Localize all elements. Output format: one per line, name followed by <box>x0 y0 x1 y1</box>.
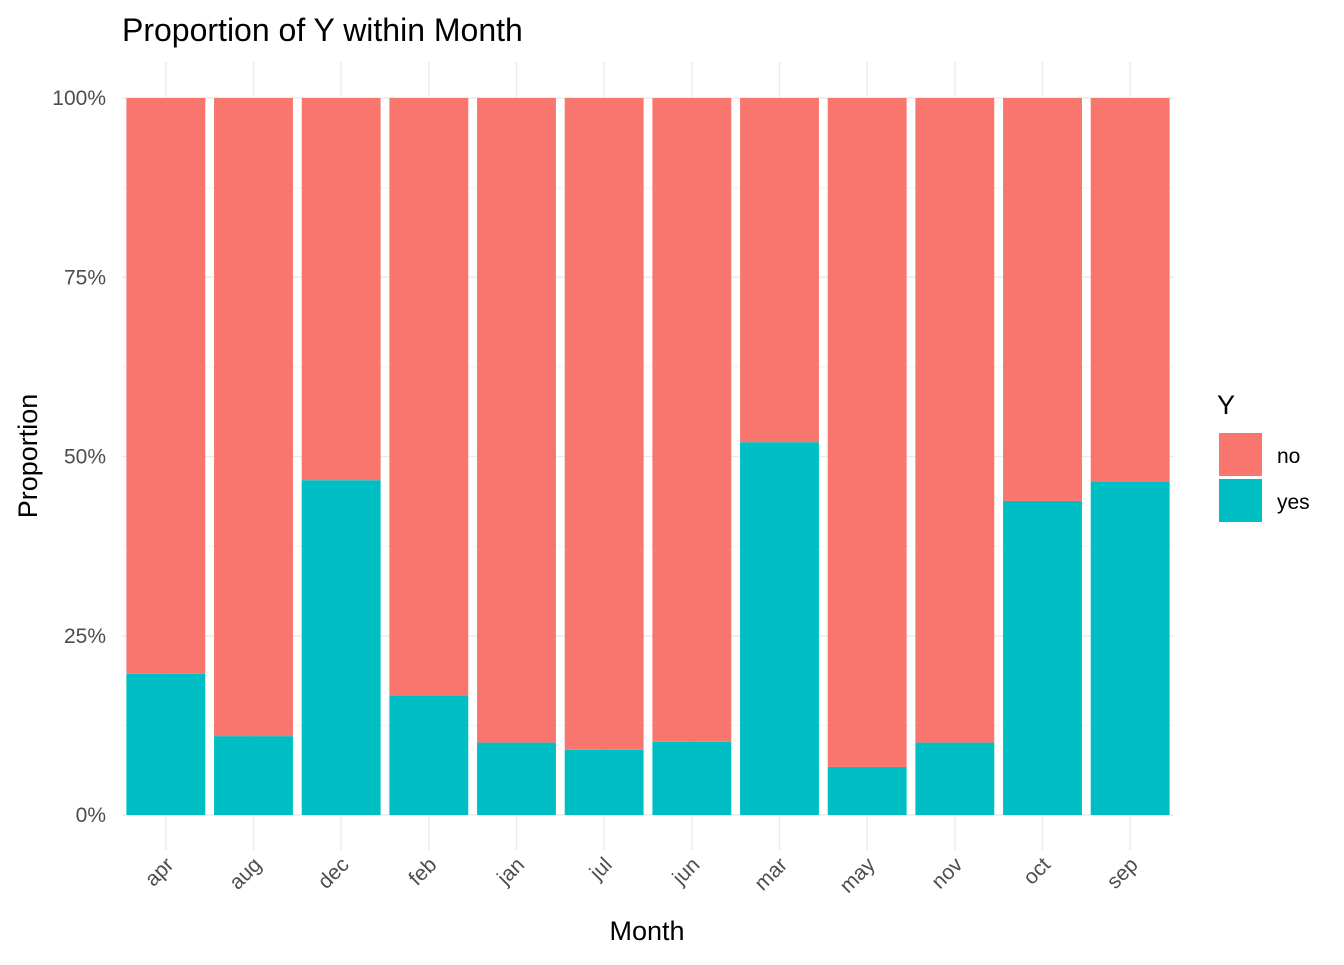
bar-yes-jul <box>564 749 644 815</box>
bar-no-jun <box>652 98 732 742</box>
legend-swatch-yes <box>1219 479 1262 522</box>
bar-no-nov <box>915 98 995 743</box>
x-tick-label: sep <box>1102 853 1142 893</box>
bar-yes-aug <box>214 736 293 815</box>
x-tick-label: jun <box>668 853 705 890</box>
legend-label-no: no <box>1277 445 1300 468</box>
x-axis-title: Month <box>609 916 684 946</box>
bar-no-sep <box>1090 98 1170 482</box>
bar-yes-apr <box>126 673 206 815</box>
bar-no-jul <box>564 98 644 750</box>
bar-yes-jan <box>477 742 556 815</box>
legend-items: no yes <box>1219 433 1310 522</box>
bar-yes-oct <box>1003 500 1082 815</box>
x-tick-label: oct <box>1019 853 1055 889</box>
legend-swatch-no <box>1219 433 1262 476</box>
x-tick-label: apr <box>141 853 179 891</box>
x-axis-ticks: apr aug dec feb jan jul jun mar may nov oct sep <box>141 853 1143 898</box>
x-tick-label: mar <box>750 853 792 895</box>
x-tick-label: nov <box>927 853 968 894</box>
bar-no-jan <box>477 98 556 743</box>
x-tick-label: jul <box>585 853 617 885</box>
y-tick-label: 50% <box>64 446 106 469</box>
y-axis-title: Proportion <box>13 394 43 519</box>
bar-yes-sep <box>1090 481 1170 815</box>
bar-no-dec <box>301 98 381 481</box>
y-tick-label: 100% <box>52 87 106 110</box>
bars <box>126 98 1170 815</box>
y-tick-label: 25% <box>64 625 106 648</box>
bar-yes-may <box>827 766 907 815</box>
bar-no-oct <box>1003 98 1082 501</box>
chart-title: Proportion of Y within Month <box>122 12 523 48</box>
bar-yes-dec <box>301 480 381 815</box>
x-tick-label: jan <box>492 853 529 890</box>
bar-yes-mar <box>740 442 819 815</box>
bar-no-mar <box>740 98 819 443</box>
x-tick-label: may <box>835 853 880 898</box>
y-tick-label: 75% <box>64 266 106 289</box>
y-tick-label: 0% <box>76 804 106 827</box>
x-tick-label: feb <box>404 853 441 890</box>
bar-yes-nov <box>915 742 995 815</box>
legend-title: Y <box>1217 390 1235 420</box>
bar-yes-feb <box>389 695 469 815</box>
legend-label-yes: yes <box>1277 491 1310 514</box>
bar-yes-jun <box>652 741 732 815</box>
y-axis-ticks: 0% 25% 50% 75% 100% <box>52 87 106 827</box>
bar-no-feb <box>389 98 469 696</box>
bar-no-aug <box>214 98 293 737</box>
legend: Y no yes <box>1217 390 1310 522</box>
x-tick-label: dec <box>313 853 353 893</box>
bar-no-apr <box>126 98 206 674</box>
bar-no-may <box>827 98 907 767</box>
x-tick-label: aug <box>225 853 266 894</box>
